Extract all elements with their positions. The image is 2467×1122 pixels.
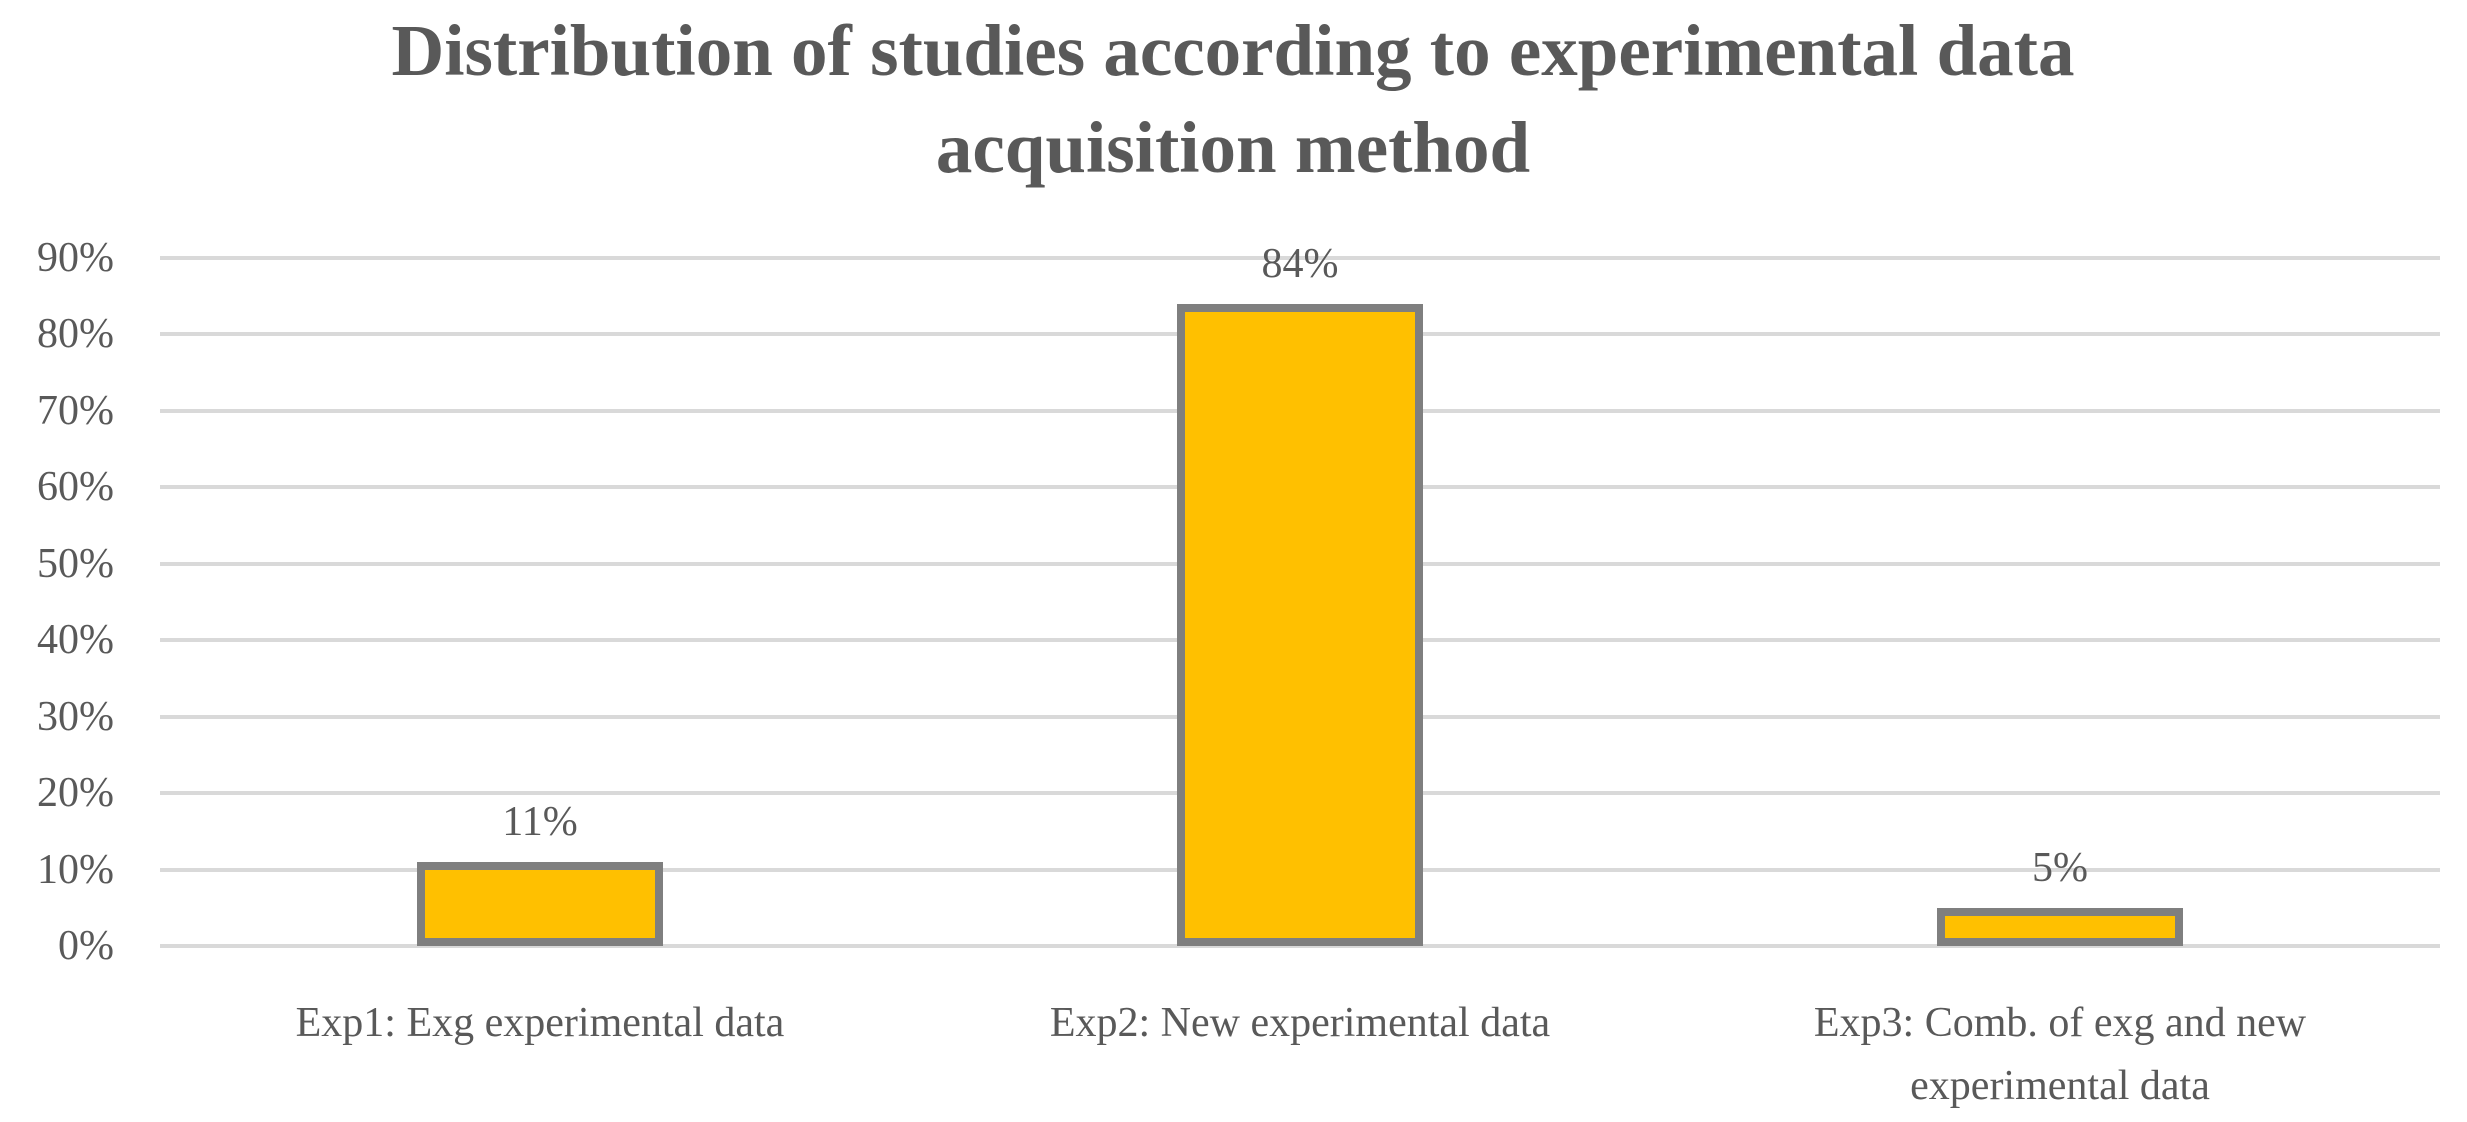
y-axis-tick-label: 50% — [37, 540, 114, 587]
y-axis-tick-label: 70% — [37, 387, 114, 434]
y-axis-tick-label: 30% — [37, 693, 114, 740]
x-axis-category-label: Exp2: New experimental data — [1049, 1000, 1551, 1046]
bar — [1177, 303, 1423, 946]
bar — [1937, 907, 2183, 946]
bar-value-label: 84% — [1261, 240, 1339, 287]
bar-value-label: 5% — [2032, 844, 2088, 891]
gridline — [160, 256, 2440, 260]
gridline — [160, 944, 2440, 948]
bar — [417, 861, 663, 946]
y-axis-tick-label: 40% — [37, 617, 114, 664]
y-axis-tick-label: 10% — [37, 846, 114, 893]
x-axis-category-label: Exp3: Comb. of exg and new experimental … — [1813, 1000, 2307, 1109]
y-axis-tick-label: 20% — [37, 770, 114, 817]
y-axis-tick-label: 60% — [37, 464, 114, 511]
y-axis-tick-label: 90% — [37, 235, 114, 281]
y-axis-tick-label: 0% — [58, 923, 114, 969]
x-axis-category-label: Exp1: Exg experimental data — [295, 1000, 785, 1046]
y-axis-tick-label: 80% — [37, 311, 114, 358]
chart-title: Distribution of studies according to exp… — [391, 10, 2075, 189]
bar-value-label: 11% — [502, 798, 578, 845]
